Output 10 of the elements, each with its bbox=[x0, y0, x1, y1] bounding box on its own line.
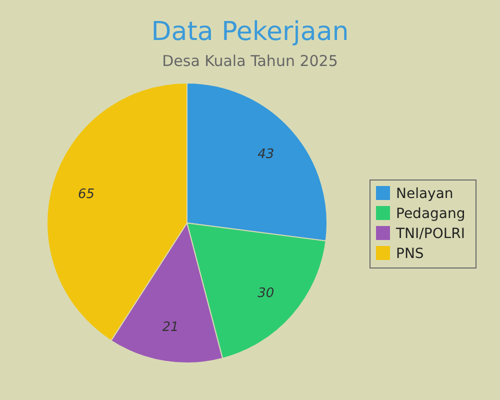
data-label: 43 bbox=[258, 147, 274, 162]
legend-label: Nelayan bbox=[396, 186, 454, 202]
data-label: 21 bbox=[162, 320, 179, 336]
data-label: 30 bbox=[258, 286, 274, 301]
chart-title: Data Pekerjaan bbox=[151, 17, 349, 47]
legend-label: Pedagang bbox=[396, 206, 466, 222]
legend-label: TNI/POLRI bbox=[395, 226, 465, 242]
chart-subtitle: Desa Kuala Tahun 2025 bbox=[162, 52, 338, 70]
data-label: 65 bbox=[78, 186, 95, 202]
legend-label: PNS bbox=[396, 246, 424, 262]
